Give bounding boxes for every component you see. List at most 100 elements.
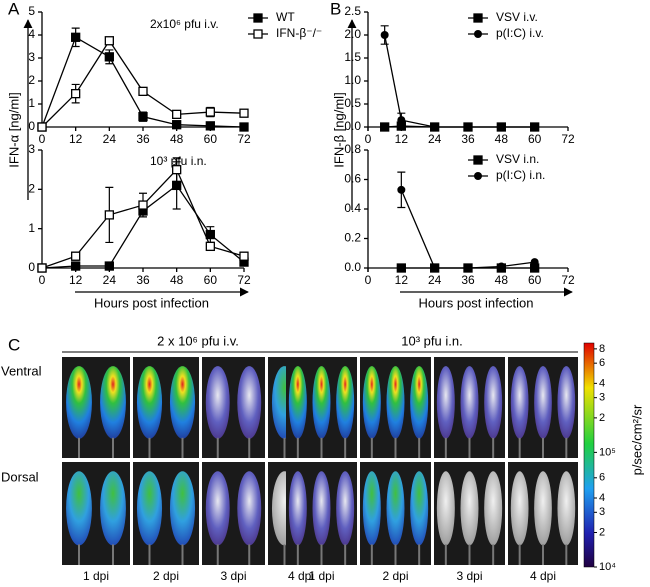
legend-label: WT <box>276 10 295 24</box>
colorbar-tick-label: 10⁴ <box>599 561 616 573</box>
mouse <box>336 471 355 546</box>
x-tick-label: 72 <box>561 132 575 146</box>
y-tick-label: 0.6 <box>344 172 361 186</box>
mouse <box>534 471 552 546</box>
mouse <box>362 366 381 439</box>
mouse <box>534 366 552 439</box>
marker <box>71 89 81 99</box>
mouse <box>312 471 331 546</box>
mouse <box>362 471 381 546</box>
mouse <box>66 366 92 439</box>
series-line <box>400 189 535 269</box>
y-tick-label: 0.0 <box>344 260 361 274</box>
y-tick-label: 1.0 <box>344 73 361 87</box>
marker <box>138 86 148 96</box>
mouse <box>205 471 230 546</box>
marker <box>474 172 482 180</box>
y-tick-label: 2 <box>28 182 35 196</box>
y-tick-label: 2.0 <box>344 27 361 41</box>
mouse <box>136 471 163 546</box>
row-label: Dorsal <box>1 469 39 484</box>
x-tick-label: 12 <box>395 273 409 287</box>
y-tick-label: 0 <box>28 260 35 274</box>
mouse <box>288 471 307 546</box>
colorbar-label: p/sec/cm²/sr <box>629 404 644 475</box>
marker <box>474 30 482 38</box>
mouse <box>410 471 429 546</box>
marker <box>396 263 406 273</box>
y-axis-label: IFN-β [ng/ml] <box>331 92 346 167</box>
marker <box>104 36 114 46</box>
marker <box>464 123 472 131</box>
mouse <box>136 366 163 439</box>
marker <box>205 107 215 117</box>
x-axis-label: Hours post infection <box>94 295 209 310</box>
x-tick-label: 0 <box>39 132 46 146</box>
marker <box>205 121 215 131</box>
legend-label: VSV i.v. <box>496 10 538 24</box>
mouse <box>484 471 503 546</box>
x-tick-label: 72 <box>561 273 575 287</box>
marker <box>138 112 148 122</box>
colorbar-tick-label: 4 <box>599 377 605 389</box>
marker <box>239 122 249 132</box>
y-tick-label: 0.4 <box>344 201 361 215</box>
x-tick-label: 60 <box>528 273 542 287</box>
y-tick-label: 4 <box>28 27 35 41</box>
day-label: 1 dpi <box>83 569 109 583</box>
x-tick-label: 36 <box>136 132 150 146</box>
marker <box>172 165 182 175</box>
mouse <box>386 471 405 546</box>
marker <box>397 116 406 125</box>
mouse <box>100 366 126 439</box>
y-tick-label: 2 <box>28 73 35 87</box>
y-tick-label: 1.5 <box>344 50 361 64</box>
x-tick-label: 36 <box>461 273 475 287</box>
x-tick-label: 24 <box>103 273 117 287</box>
marker <box>104 210 114 220</box>
panel-c: 2 x 10⁶ pfu i.v. 1 dpi 2 dpi 3 dpi 4 dpi 10³ … <box>1 333 644 583</box>
day-label: 3 dpi <box>220 569 246 583</box>
y-tick-label: 3 <box>28 142 35 156</box>
marker <box>497 262 506 271</box>
marker <box>380 122 390 132</box>
mouse <box>100 471 126 546</box>
x-tick-label: 36 <box>461 132 475 146</box>
marker <box>37 263 47 273</box>
y-tick-label: 0 <box>28 119 35 133</box>
x-tick-label: 0 <box>365 273 372 287</box>
day-label: 2 dpi <box>382 569 408 583</box>
panel-label: C <box>8 335 20 354</box>
x-tick-label: 48 <box>495 273 509 287</box>
marker <box>380 31 389 39</box>
mouse <box>312 366 331 439</box>
marker <box>253 13 263 23</box>
x-tick-label: 48 <box>170 132 184 146</box>
x-tick-label: 72 <box>237 273 251 287</box>
mouse <box>336 366 355 439</box>
mouse <box>460 366 479 439</box>
marker <box>104 261 114 271</box>
marker <box>71 261 81 271</box>
mouse <box>386 366 405 439</box>
annotation: 10³ pfu i.n. <box>150 154 207 168</box>
marker <box>172 120 182 130</box>
marker <box>464 264 472 272</box>
mouse <box>484 366 503 439</box>
colorbar-tick-label: 2 <box>599 526 605 538</box>
marker <box>239 108 249 118</box>
mouse <box>460 471 479 546</box>
mouse <box>557 471 576 546</box>
x-tick-label: 24 <box>428 132 442 146</box>
y-tick-label: 1 <box>28 96 35 110</box>
group-label: 2 x 10⁶ pfu i.v. <box>157 333 239 348</box>
day-label: 1 dpi <box>308 569 334 583</box>
marker <box>430 264 439 272</box>
y-tick-label: 0.8 <box>344 142 361 156</box>
mouse <box>557 366 576 439</box>
marker <box>473 13 483 23</box>
marker <box>37 122 47 132</box>
x-tick-label: 24 <box>103 132 117 146</box>
colorbar-tick-label: 3 <box>599 392 605 404</box>
